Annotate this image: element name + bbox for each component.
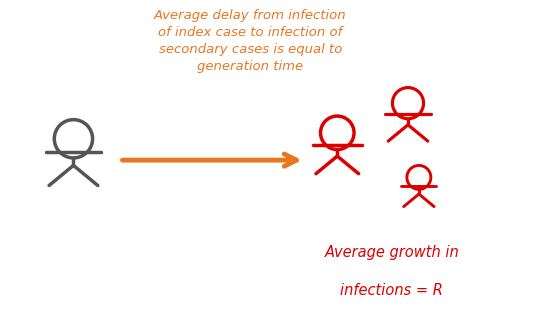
Text: Average delay from infection
of index case to infection of
secondary cases is eq: Average delay from infection of index ca…: [154, 9, 347, 73]
Text: infections = R: infections = R: [340, 283, 443, 298]
Text: Average growth in: Average growth in: [324, 245, 459, 260]
FancyArrowPatch shape: [122, 154, 296, 166]
